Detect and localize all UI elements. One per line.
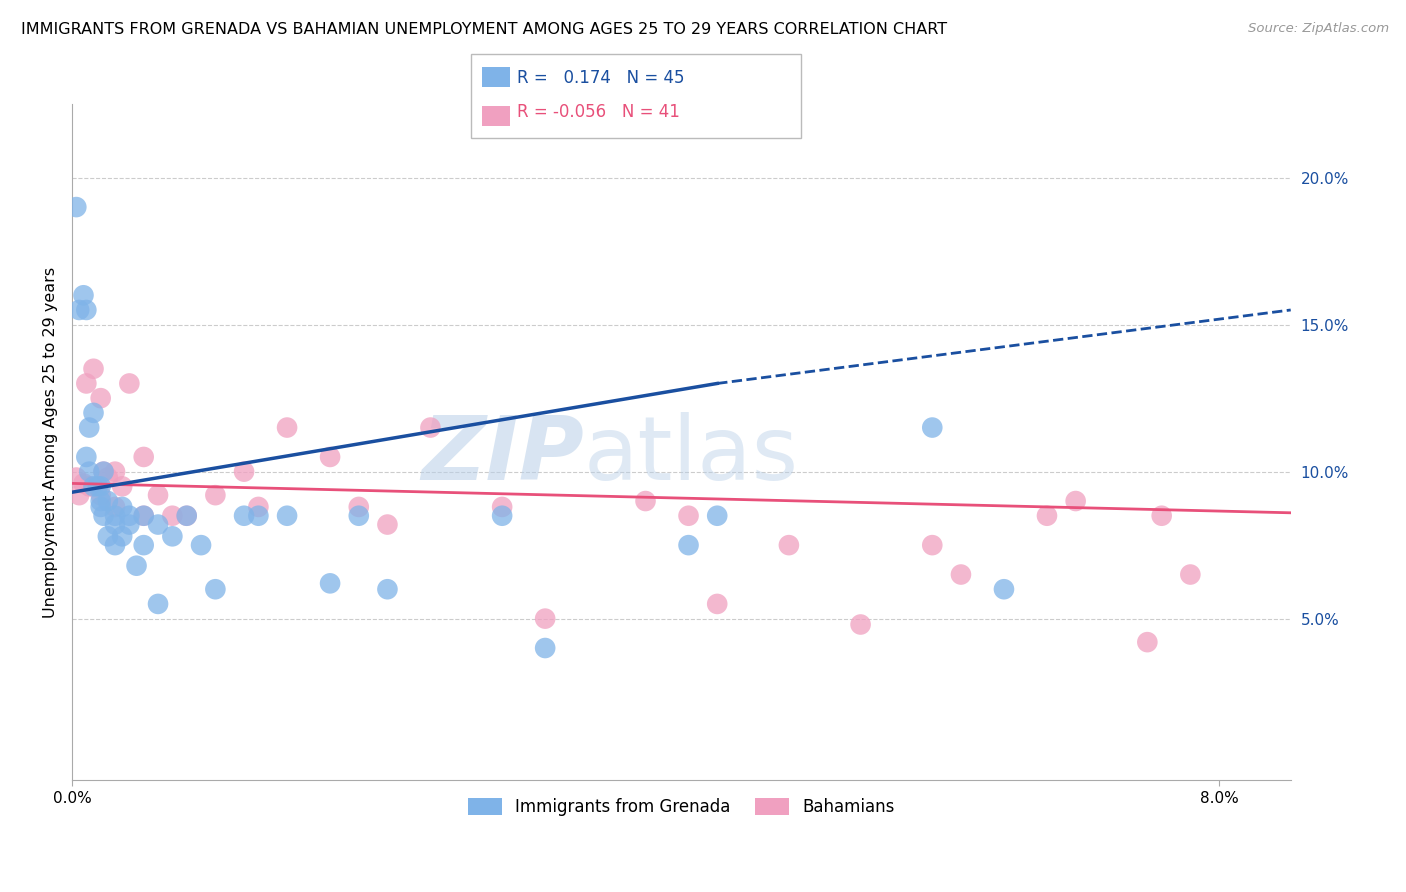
Point <box>247 500 270 514</box>
Point <box>111 500 134 514</box>
Point <box>90 488 112 502</box>
Point <box>77 465 100 479</box>
Point <box>90 391 112 405</box>
Point <box>233 508 256 523</box>
Point <box>97 494 120 508</box>
Point <box>162 508 184 523</box>
Point <box>104 465 127 479</box>
Point <box>377 517 399 532</box>
Point <box>1150 508 1173 523</box>
Point <box>75 450 97 464</box>
Point <box>849 617 872 632</box>
Point <box>65 200 87 214</box>
Point <box>706 508 728 523</box>
Point <box>75 302 97 317</box>
Point <box>1180 567 1202 582</box>
Point <box>111 479 134 493</box>
Y-axis label: Unemployment Among Ages 25 to 29 years: Unemployment Among Ages 25 to 29 years <box>44 267 58 618</box>
Text: R = -0.056   N = 41: R = -0.056 N = 41 <box>517 103 681 120</box>
Point <box>87 479 110 493</box>
Point <box>132 508 155 523</box>
Point <box>377 582 399 597</box>
Text: R =   0.174   N = 45: R = 0.174 N = 45 <box>517 69 685 87</box>
Point <box>75 376 97 391</box>
Point <box>83 479 105 493</box>
Text: Source: ZipAtlas.com: Source: ZipAtlas.com <box>1249 22 1389 36</box>
Point <box>921 538 943 552</box>
Point <box>97 470 120 484</box>
Point <box>162 529 184 543</box>
Point <box>104 500 127 514</box>
Point <box>72 476 94 491</box>
Point <box>247 508 270 523</box>
Point <box>534 640 557 655</box>
Point <box>146 597 169 611</box>
Point <box>176 508 198 523</box>
Point <box>125 558 148 573</box>
Point <box>276 420 298 434</box>
Point <box>233 465 256 479</box>
Point <box>83 361 105 376</box>
Point <box>706 597 728 611</box>
Point <box>67 302 90 317</box>
Point <box>93 465 115 479</box>
Text: ZIP: ZIP <box>422 412 583 500</box>
Point <box>319 450 342 464</box>
Point <box>104 508 127 523</box>
Point <box>347 508 370 523</box>
Text: atlas: atlas <box>583 412 799 500</box>
Point <box>65 470 87 484</box>
Point <box>146 488 169 502</box>
Point <box>111 529 134 543</box>
Point <box>204 582 226 597</box>
Point <box>534 612 557 626</box>
Legend: Immigrants from Grenada, Bahamians: Immigrants from Grenada, Bahamians <box>461 791 901 822</box>
Point <box>118 376 141 391</box>
Point <box>77 479 100 493</box>
Point <box>1064 494 1087 508</box>
Point <box>993 582 1015 597</box>
Point <box>90 479 112 493</box>
Point <box>104 538 127 552</box>
Point <box>1036 508 1059 523</box>
Point <box>921 420 943 434</box>
Point <box>204 488 226 502</box>
Point <box>90 500 112 514</box>
Point <box>67 488 90 502</box>
Point <box>146 517 169 532</box>
Point <box>634 494 657 508</box>
Point <box>419 420 441 434</box>
Point <box>678 508 700 523</box>
Point <box>90 494 112 508</box>
Point <box>491 508 513 523</box>
Point <box>778 538 800 552</box>
Point <box>118 517 141 532</box>
Point <box>118 508 141 523</box>
Point <box>104 517 127 532</box>
Point <box>132 450 155 464</box>
Point <box>93 465 115 479</box>
Point <box>678 538 700 552</box>
Point <box>93 508 115 523</box>
Point <box>276 508 298 523</box>
Text: IMMIGRANTS FROM GRENADA VS BAHAMIAN UNEMPLOYMENT AMONG AGES 25 TO 29 YEARS CORRE: IMMIGRANTS FROM GRENADA VS BAHAMIAN UNEM… <box>21 22 948 37</box>
Point <box>97 529 120 543</box>
Point <box>949 567 972 582</box>
Point <box>77 420 100 434</box>
Point <box>1136 635 1159 649</box>
Point <box>72 288 94 302</box>
Point <box>83 406 105 420</box>
Point <box>132 508 155 523</box>
Point <box>190 538 212 552</box>
Point <box>347 500 370 514</box>
Point <box>132 538 155 552</box>
Point <box>491 500 513 514</box>
Point <box>319 576 342 591</box>
Point <box>176 508 198 523</box>
